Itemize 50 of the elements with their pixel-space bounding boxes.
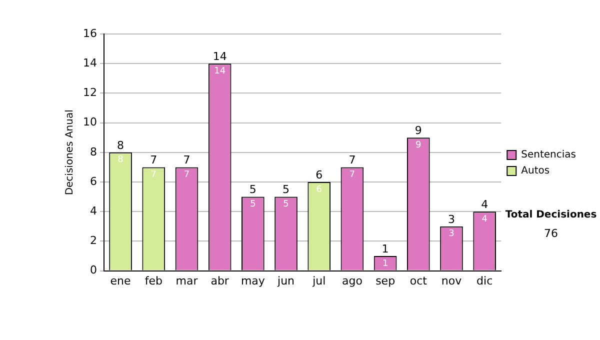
data-label: 7 xyxy=(184,170,190,180)
x-tick-label: sep xyxy=(376,274,396,288)
annotation: 5 xyxy=(282,183,290,196)
x-tick-label: ago xyxy=(342,274,363,288)
x-tick-label: may xyxy=(240,274,266,288)
data-label: 5 xyxy=(283,200,289,210)
y-tick-label: 6 xyxy=(90,174,97,188)
annotation: 6 xyxy=(316,168,323,182)
x-tick-label: ene xyxy=(110,274,132,288)
x-tick-label: nov xyxy=(441,274,462,288)
y-tick-label: 8 xyxy=(90,145,97,158)
y-tick-label: 0 xyxy=(90,264,97,277)
data-label: 4 xyxy=(482,214,488,224)
text: 76 xyxy=(544,226,558,240)
y-tick-label: 14 xyxy=(82,56,97,70)
data-label: 3 xyxy=(448,229,454,240)
annotation: 7 xyxy=(183,154,190,167)
x-tick-label: jun xyxy=(276,274,295,288)
annotation: 9 xyxy=(414,124,422,137)
x-tick-label: abr xyxy=(210,274,230,288)
annotation: 5 xyxy=(249,183,256,196)
x-tick-label: jul xyxy=(312,274,326,288)
legend-label: Sentencias xyxy=(521,150,576,161)
annotation: 14 xyxy=(212,50,227,63)
y-tick-label: 10 xyxy=(82,116,97,129)
annotation: 4 xyxy=(481,198,488,211)
annotation: 8 xyxy=(117,138,124,152)
y-tick-label: 4 xyxy=(90,204,97,218)
data-label: 8 xyxy=(118,155,124,166)
legend-label: Autos xyxy=(521,166,550,177)
data-label: 5 xyxy=(250,200,256,210)
x-tick-label: dic xyxy=(476,274,493,288)
x-tick-label: feb xyxy=(144,274,162,288)
annotation: 3 xyxy=(448,212,455,226)
y-axis-title: Decisiones Anual xyxy=(64,110,76,196)
x-tick-label: mar xyxy=(176,274,198,288)
annotation: 7 xyxy=(348,154,356,167)
y-tick-label: 16 xyxy=(82,26,97,40)
data-label: 14 xyxy=(214,66,226,76)
x-tick-label: oct xyxy=(410,274,428,288)
text: Total Decisiones xyxy=(505,210,597,221)
y-tick-label: 12 xyxy=(82,86,97,100)
data-label: 9 xyxy=(416,140,422,150)
y-tick-label: 2 xyxy=(90,234,97,248)
annotation: 1 xyxy=(382,242,389,256)
data-label: 6 xyxy=(316,184,322,195)
data-label: 7 xyxy=(349,170,356,180)
annotation: 7 xyxy=(150,154,158,167)
data-label: 7 xyxy=(150,170,157,180)
data-label: 1 xyxy=(382,258,388,269)
